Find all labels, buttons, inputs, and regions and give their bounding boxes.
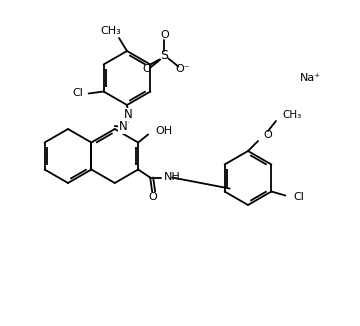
Text: O: O [142, 65, 151, 75]
Text: CH₃: CH₃ [101, 26, 121, 36]
Text: O: O [149, 191, 158, 201]
Text: CH₃: CH₃ [282, 110, 301, 120]
Text: Cl: Cl [293, 192, 304, 202]
Text: S: S [161, 49, 168, 62]
Text: N: N [119, 121, 127, 134]
Text: O: O [160, 29, 169, 39]
Text: Cl: Cl [72, 88, 83, 98]
Text: OH: OH [155, 126, 172, 136]
Text: N: N [123, 109, 132, 122]
Text: O: O [264, 130, 273, 140]
Text: Na⁺: Na⁺ [300, 73, 320, 83]
Text: O⁻: O⁻ [175, 65, 190, 75]
Text: NH: NH [164, 172, 181, 183]
